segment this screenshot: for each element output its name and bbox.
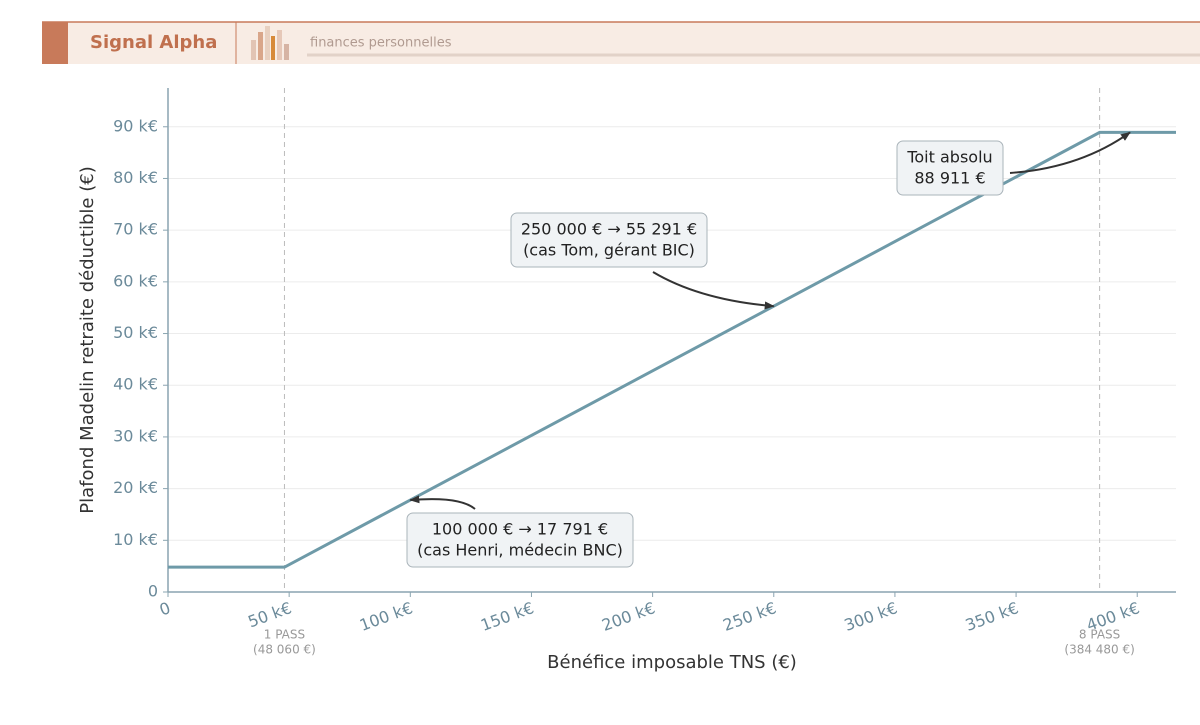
x-tick-label: 350 k€ (963, 598, 1021, 635)
data-line (168, 130, 1176, 569)
y-tick-label: 30 k€ (113, 426, 158, 445)
brand: Signal Alpha (90, 32, 217, 53)
annotation-text: 100 000 € → 17 791 € (432, 520, 608, 539)
y-tick-label: 90 k€ (113, 116, 158, 135)
x-tick-label: 100 k€ (357, 598, 415, 635)
x-tick-label: 150 k€ (478, 598, 536, 635)
annotation-text: 88 911 € (914, 169, 985, 188)
annotation-box (406, 512, 634, 568)
x-tick-label: 300 k€ (842, 598, 900, 635)
reference-label: (48 060 €) (253, 643, 316, 657)
y-tick-label: 10 k€ (113, 530, 158, 549)
annotation-text: (cas Henri, médecin BNC) (417, 541, 623, 560)
annotation-box (510, 212, 708, 268)
x-axis-label: Bénéfice imposable TNS (€) (547, 652, 797, 673)
y-tick-label: 80 k€ (113, 168, 158, 187)
reference-label: 8 PASS (1079, 628, 1120, 642)
annotation-arrow (1009, 131, 1131, 174)
x-tick-label: 200 k€ (599, 598, 657, 635)
header-block (42, 22, 68, 64)
x-tick-label: 50 k€ (245, 598, 294, 631)
reference-label: 1 PASS (264, 628, 305, 642)
x-tick-label: 0 (157, 598, 173, 619)
annotation-text: (cas Tom, gérant BIC) (523, 241, 695, 260)
y-tick-label: 0 (148, 582, 158, 601)
header-bar (42, 22, 1200, 64)
y-tick-label: 60 k€ (113, 271, 158, 290)
annotation-text: 250 000 € → 55 291 € (521, 220, 697, 239)
annotation-box (896, 140, 1004, 196)
logo (251, 26, 289, 60)
annotation-arrow (409, 495, 476, 510)
annotation-arrow (652, 271, 775, 310)
annotation-text: Toit absolu (906, 148, 992, 167)
tagline: finances personnelles (310, 36, 452, 51)
y-tick-label: 40 k€ (113, 375, 158, 394)
y-axis-label: Plafond Madelin retraite déductible (€) (77, 166, 98, 513)
y-tick-label: 50 k€ (113, 323, 158, 342)
y-tick-label: 20 k€ (113, 478, 158, 497)
reference-label: (384 480 €) (1064, 643, 1134, 657)
y-tick-label: 70 k€ (113, 220, 158, 239)
x-tick-label: 250 k€ (720, 598, 778, 635)
